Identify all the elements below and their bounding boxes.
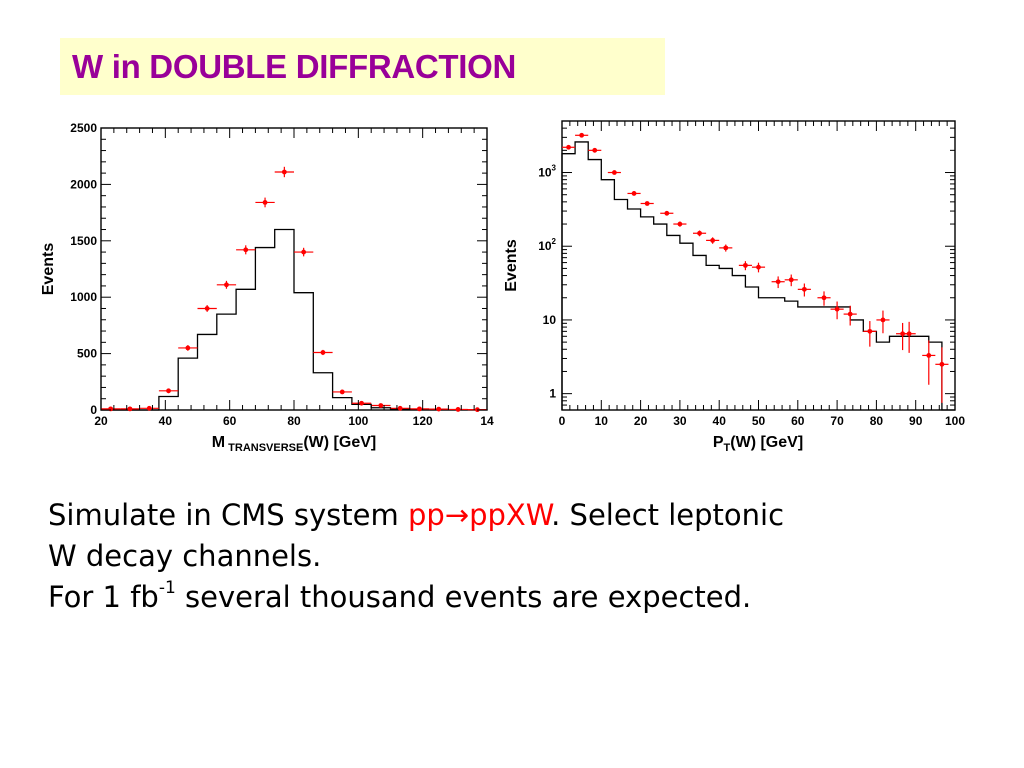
data-point [397, 405, 403, 411]
mt-histogram: 20 40 60 80 100 120 1405001000150020002500Even… [40, 121, 494, 454]
body-text-2: W decay channels. [48, 539, 322, 573]
data-point [224, 282, 229, 288]
body-text-3a: For 1 fb [48, 580, 159, 614]
data-point [166, 388, 171, 394]
x-tick-label: 120 [413, 414, 433, 428]
body-text-1a: Simulate in CMS system [48, 498, 408, 532]
body-line-3: For 1 fb-1 several thousand events are e… [48, 577, 988, 618]
data-point [146, 405, 152, 411]
data-point [378, 403, 384, 408]
data-point [339, 389, 345, 395]
data-point [436, 406, 442, 412]
slide-title: W in DOUBLE DIFFRACTION [72, 48, 517, 85]
data-point [455, 407, 461, 412]
data-point [301, 249, 307, 255]
y-tick-label: 2000 [70, 177, 97, 191]
slide-body: Simulate in CMS system pp→ppXW. Select l… [48, 495, 988, 618]
y-tick-label: 1000 [70, 290, 97, 304]
data-point [185, 345, 191, 351]
data-point [320, 350, 326, 355]
body-text-1b: . Select leptonic [551, 498, 785, 532]
y-axis-title: Events [40, 243, 57, 296]
body-text-3b: several thousand events are expected. [175, 580, 752, 614]
inverse-fb-exponent: -1 [158, 578, 176, 599]
x-tick-label: 14 [480, 414, 494, 428]
x-tick-label: 80 [287, 414, 301, 428]
y-tick-label: 2500 [70, 121, 97, 135]
x-tick-label: 20 [94, 414, 108, 428]
body-line-2: W decay channels. [48, 536, 988, 577]
y-tick-label: 0 [90, 403, 97, 417]
data-point [281, 169, 287, 175]
data-point [243, 247, 249, 253]
x-axis-title: M TRANSVERSE(W) [GeV] [212, 434, 376, 454]
x-tick-label: 100 [348, 414, 368, 428]
body-line-1: Simulate in CMS system pp→ppXW. Select l… [48, 495, 988, 536]
data-point [127, 406, 133, 412]
data-point [417, 406, 422, 412]
data-point [108, 406, 114, 412]
reaction-text: pp→ppXW [407, 498, 552, 532]
data-point [204, 306, 210, 311]
title-banner: W in DOUBLE DIFFRACTION [60, 38, 665, 95]
x-tick-label: 60 [223, 414, 237, 428]
data-point [359, 400, 364, 406]
x-tick-label: 40 [159, 414, 173, 428]
data-point [262, 200, 268, 205]
y-tick-label: 1500 [70, 234, 97, 248]
y-tick-label: 500 [77, 347, 97, 361]
